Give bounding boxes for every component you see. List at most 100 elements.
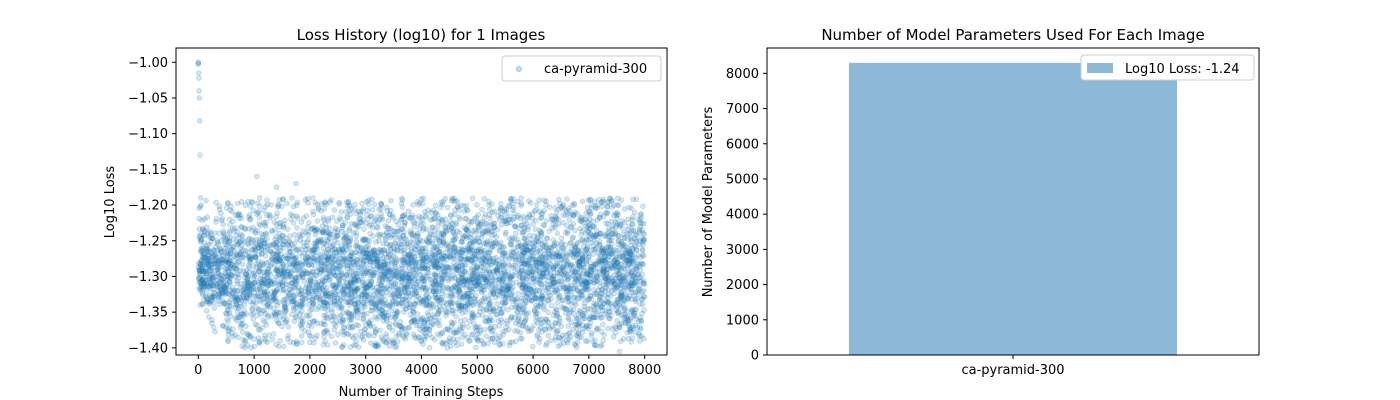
chart1-point: [369, 206, 376, 213]
chart1-point: [627, 256, 634, 262]
chart1-point: [630, 196, 636, 203]
chart1-points: [195, 59, 648, 355]
chart1-point: [370, 247, 377, 253]
chart1-point: [411, 333, 418, 340]
chart1-point: [508, 196, 514, 202]
chart1-point: [606, 260, 612, 267]
chart1-point: [351, 276, 358, 282]
chart1-point: [394, 248, 401, 254]
chart1-point: [399, 282, 405, 289]
chart1-point: [222, 288, 228, 295]
chart1-point: [565, 299, 572, 305]
chart1-point: [524, 325, 531, 332]
chart1-point: [293, 278, 300, 284]
chart1-point: [538, 211, 545, 218]
chart1-point: [536, 197, 542, 204]
chart1-point: [408, 257, 415, 264]
chart1-point: [574, 287, 581, 294]
chart1-point: [583, 338, 589, 344]
chart1-point: [641, 307, 647, 314]
chart1-point: [382, 223, 389, 229]
chart1-point: [465, 256, 471, 263]
chart1-point: [275, 309, 282, 316]
chart1-point: [622, 267, 628, 273]
chart1-point: [615, 241, 621, 248]
chart1-point: [242, 339, 248, 345]
chart1-point: [532, 226, 539, 233]
chart1-point: [264, 339, 271, 345]
chart1-point: [322, 199, 329, 206]
chart1-point: [507, 274, 514, 280]
chart1-point: [335, 276, 342, 283]
chart1-point: [392, 344, 398, 350]
chart1-point: [463, 206, 470, 213]
chart1-point: [588, 202, 595, 208]
chart1-point: [287, 286, 293, 292]
chart1-point: [366, 282, 373, 288]
chart1-point: [564, 196, 570, 202]
chart1-point: [293, 279, 300, 285]
chart1-point: [568, 223, 574, 230]
chart1-point: [339, 316, 346, 322]
chart1-point: [599, 307, 606, 314]
chart1-point: [573, 315, 580, 322]
chart1-point: [195, 61, 202, 68]
chart1-point: [306, 289, 312, 296]
chart1-point: [454, 342, 460, 349]
chart1-point: [598, 304, 604, 311]
chart1-point: [361, 301, 368, 308]
chart1-point: [603, 249, 609, 255]
chart1-point: [529, 343, 536, 350]
chart1-point: [571, 202, 578, 208]
chart1-point: [572, 245, 578, 251]
chart1-point: [275, 343, 282, 350]
chart1-point: [396, 292, 403, 298]
chart1-point: [321, 261, 328, 268]
chart1-point: [305, 288, 312, 295]
chart1-point: [312, 240, 319, 247]
chart1-point: [487, 270, 493, 276]
chart1-point: [306, 301, 312, 308]
chart1-point: [205, 259, 212, 266]
chart1-point: [487, 326, 494, 332]
chart1-point: [587, 259, 593, 265]
chart1-point: [270, 331, 277, 337]
chart1-point: [621, 315, 628, 321]
chart1-point: [387, 314, 394, 321]
chart1-point: [448, 303, 455, 310]
chart1-point: [269, 313, 275, 319]
chart1-point: [459, 282, 465, 289]
chart1-point: [449, 310, 456, 317]
chart1-point: [385, 312, 392, 319]
chart1-point: [211, 293, 217, 299]
chart1-point: [341, 328, 348, 335]
chart1-point: [570, 212, 577, 219]
chart1-point: [196, 95, 203, 101]
chart1-point: [614, 300, 620, 306]
chart1-point: [353, 210, 359, 217]
chart1-point: [282, 274, 289, 281]
chart1-point: [223, 271, 229, 277]
chart1-point: [197, 152, 203, 158]
chart1-point: [310, 211, 317, 218]
chart1-point: [556, 200, 563, 207]
chart1-point: [325, 253, 332, 259]
chart1-point: [535, 319, 541, 326]
chart1-point: [322, 321, 328, 328]
chart1-point: [352, 258, 359, 265]
chart1-point: [203, 271, 209, 277]
chart1-point: [235, 305, 242, 312]
chart1-point: [301, 278, 308, 285]
chart1-point: [294, 309, 301, 315]
chart1-point: [238, 311, 244, 318]
chart1-point: [418, 196, 425, 202]
chart1-point: [465, 228, 471, 234]
chart1-point: [641, 294, 648, 300]
chart1-point: [293, 313, 300, 320]
chart1-point: [381, 271, 388, 278]
chart1-point: [410, 230, 416, 237]
chart1-point: [353, 322, 360, 328]
chart1-point: [462, 304, 469, 310]
chart1-point: [554, 328, 560, 335]
chart1-point: [543, 265, 550, 271]
